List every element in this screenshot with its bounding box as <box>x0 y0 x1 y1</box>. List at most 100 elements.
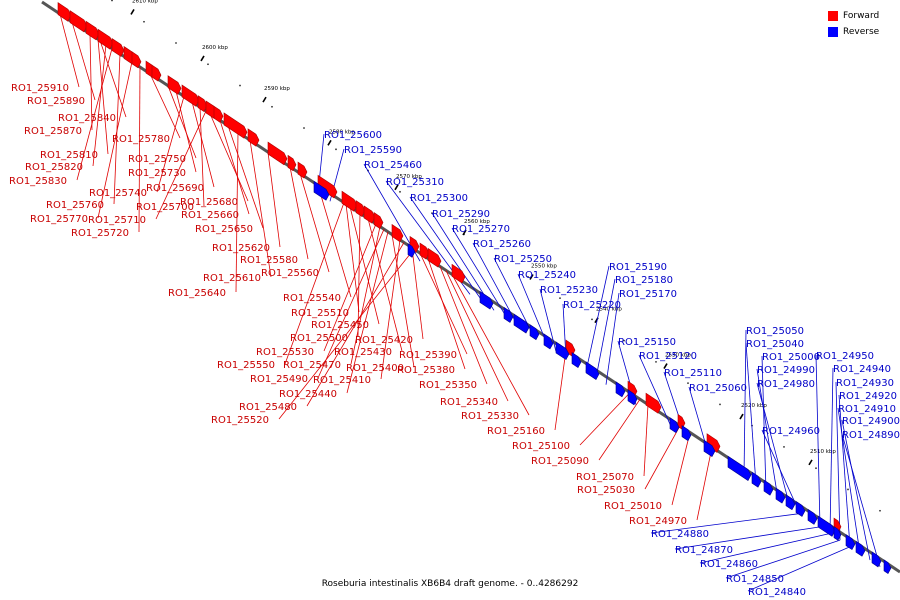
leader-line-forward <box>696 447 713 521</box>
reverse-gene-label: RO1_24920 <box>839 391 897 402</box>
leader-line-forward <box>345 203 360 313</box>
reverse-gene <box>681 425 692 442</box>
forward-gene <box>213 105 224 123</box>
reverse-gene-label: RO1_25600 <box>324 130 382 141</box>
legend-reverse: Reverse <box>828 25 890 39</box>
leader-line-reverse <box>638 354 673 429</box>
reverse-gene-label: RO1_25050 <box>746 326 804 337</box>
forward-gene-label: RO1_25740 <box>89 188 147 199</box>
tick-mark <box>394 184 399 191</box>
tick-label: 2570 kbp <box>396 174 422 180</box>
ruler-dot <box>655 361 657 363</box>
forward-gene <box>363 205 376 224</box>
forward-gene-label: RO1_25720 <box>71 228 129 239</box>
forward-gene <box>69 10 88 33</box>
forward-gene-label: RO1_25420 <box>355 335 413 346</box>
reverse-gene <box>543 333 554 350</box>
reverse-gene <box>615 381 626 398</box>
leader-line-forward <box>367 218 403 352</box>
leader-line-forward <box>138 67 141 233</box>
leader-line-reverse <box>699 533 831 564</box>
forward-gene <box>297 161 308 179</box>
leader-line-reverse <box>756 368 779 500</box>
forward-gene-label: RO1_25070 <box>576 472 634 483</box>
forward-gene-label: RO1_25870 <box>24 126 82 137</box>
forward-gene <box>391 223 404 243</box>
reverse-gene-label: RO1_25290 <box>432 209 490 220</box>
legend-forward-label: Forward <box>843 11 880 21</box>
forward-gene-label: RO1_25680 <box>180 197 238 208</box>
leader-line-reverse <box>756 382 791 508</box>
gene-labels: RO1_25910 RO1_25890 RO1_25840 RO1_25870 RO1_… <box>9 83 900 598</box>
reverse-gene <box>503 306 514 323</box>
forward-gene-label: RO1_25660 <box>181 210 239 221</box>
forward-gene-label: RO1_25450 <box>311 320 369 331</box>
ruler-dot <box>207 63 209 66</box>
reverse-gene-label: RO1_24980 <box>757 379 815 390</box>
forward-gene <box>677 413 686 430</box>
forward-gene <box>645 392 662 414</box>
forward-gene <box>287 154 297 172</box>
leader-line-forward <box>451 274 530 416</box>
forward-gene-label: RO1_25030 <box>577 485 635 496</box>
reverse-gene-label: RO1_25120 <box>639 351 697 362</box>
reverse-gene <box>833 526 842 541</box>
ruler-dot <box>239 84 241 87</box>
reverse-gene-label: RO1_24900 <box>842 416 900 427</box>
reverse-gene <box>669 417 680 434</box>
leader-line-reverse <box>841 419 871 561</box>
reverse-gene-label: RO1_25310 <box>386 177 444 188</box>
forward-gene-label: RO1_25650 <box>195 224 253 235</box>
leader-line-reverse <box>539 288 557 352</box>
forward-gene-label: RO1_25840 <box>58 113 116 124</box>
reverse-gene-label: RO1_25170 <box>619 289 677 300</box>
forward-gene-label: RO1_25730 <box>128 168 186 179</box>
forward-gene <box>151 64 162 82</box>
leader-line-forward <box>97 61 133 219</box>
reverse-gene <box>585 361 600 380</box>
leader-line-forward <box>644 425 681 490</box>
forward-gene <box>167 75 182 95</box>
forward-gene-label: RO1_25340 <box>440 397 498 408</box>
tick-label: 2550 kbp <box>531 264 557 270</box>
reverse-gene <box>529 324 540 341</box>
leader-line-forward <box>92 44 107 167</box>
legend-reverse-label: Reverse <box>843 27 880 37</box>
leader-lines <box>59 13 881 592</box>
reverse-gene-label: RO1_25460 <box>364 160 422 171</box>
reverse-gene <box>727 455 752 481</box>
tick-mark <box>529 274 534 280</box>
reverse-gene-label: RO1_25040 <box>746 339 804 350</box>
leader-line-reverse <box>835 381 841 541</box>
leader-line-reverse <box>747 546 851 592</box>
forward-gene <box>197 95 208 113</box>
leader-line-forward <box>643 404 649 477</box>
forward-gene <box>97 28 114 50</box>
reverse-gene-label: RO1_24860 <box>700 559 758 570</box>
leader-line-forward <box>671 432 691 506</box>
reverse-gene-label: RO1_24840 <box>748 587 806 598</box>
reverse-gene <box>703 439 716 458</box>
tick-label: 2600 kbp <box>202 45 228 51</box>
leader-line-forward <box>380 239 401 380</box>
legend: Forward Reverse <box>828 9 890 41</box>
leader-line-forward <box>299 173 330 273</box>
reverse-gene <box>871 551 882 568</box>
reverse-gene-label: RO1_24910 <box>838 404 896 415</box>
forward-gene-label: RO1_25610 <box>203 273 261 284</box>
ruler-dot <box>591 318 593 321</box>
forward-swatch <box>828 11 838 21</box>
tick-mark <box>462 229 467 236</box>
leader-line-reverse <box>595 278 616 379</box>
leader-line-forward <box>439 266 488 385</box>
reverse-gene <box>775 487 786 504</box>
forward-gene-label: RO1_25380 <box>397 365 455 376</box>
reverse-gene-label: RO1_25220 <box>563 300 621 311</box>
tick-mark <box>262 96 267 103</box>
reverse-gene-label: RO1_25230 <box>540 285 598 296</box>
forward-gene-label: RO1_24970 <box>629 516 687 527</box>
ruler-dot <box>527 275 529 278</box>
forward-gene-label: RO1_25400 <box>346 363 404 374</box>
forward-gene-label: RO1_25620 <box>212 243 270 254</box>
tick-mark <box>327 139 332 146</box>
